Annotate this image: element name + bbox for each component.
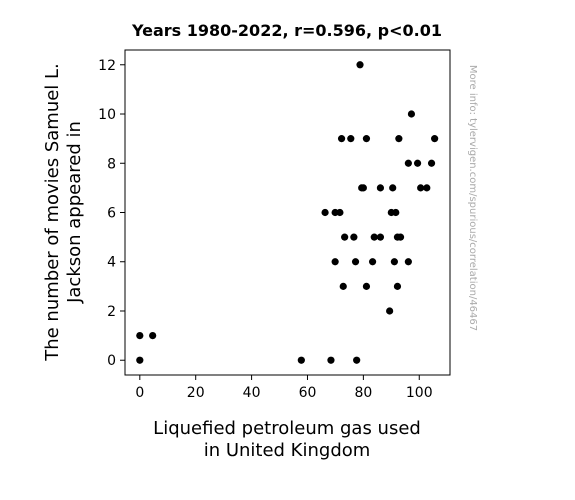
data-point (404, 258, 412, 266)
data-point (327, 356, 335, 364)
data-point (423, 184, 431, 192)
y-axis-ticks: 0 2 4 6 8 10 12 (98, 58, 125, 369)
watermark-text: More info: tylervigen.com/spurious/corre… (467, 65, 478, 331)
x-axis-label-line1: Liquefied petroleum gas used (153, 418, 421, 439)
data-point (417, 184, 425, 192)
x-tick-label: 20 (187, 385, 205, 401)
y-tick-label: 0 (107, 353, 116, 369)
data-point (390, 258, 398, 266)
data-point (370, 233, 378, 241)
data-point (413, 159, 422, 167)
data-point (136, 356, 144, 364)
data-point (395, 135, 403, 143)
data-point (337, 135, 346, 143)
data-point (347, 135, 355, 143)
y-tick-label: 12 (98, 58, 116, 74)
x-axis-label-line2: in United Kingdom (204, 440, 371, 461)
y-tick-label: 8 (107, 156, 116, 172)
data-point (362, 282, 371, 290)
y-axis-label-line1: The number of movies Samuel L. (42, 63, 63, 362)
data-point (321, 208, 329, 217)
y-tick-label: 10 (98, 107, 116, 123)
data-point (431, 135, 439, 143)
y-axis-label-line2: Jackson appeared in (64, 121, 85, 304)
y-tick-label: 4 (107, 255, 116, 271)
y-tick-label: 2 (107, 304, 116, 320)
data-point (331, 258, 339, 266)
data-point (404, 159, 412, 167)
data-point (376, 233, 385, 241)
data-point (407, 110, 416, 118)
data-point (376, 184, 385, 192)
data-point (353, 356, 361, 364)
x-tick-label: 40 (243, 385, 261, 401)
x-tick-label: 60 (299, 385, 317, 401)
chart-title: Years 1980-2022, r=0.596, p<0.01 (131, 21, 442, 40)
data-point (392, 208, 400, 217)
data-point (396, 233, 405, 241)
x-tick-label: 80 (354, 385, 372, 401)
data-point (393, 282, 402, 290)
data-point (149, 332, 157, 340)
x-tick-label: 100 (406, 385, 433, 401)
data-point (336, 208, 344, 217)
data-point (356, 61, 364, 69)
x-axis-ticks: 0 20 40 60 80 100 (135, 375, 433, 401)
data-point (386, 307, 394, 315)
y-tick-label: 6 (107, 206, 116, 222)
plot-area (124, 49, 451, 376)
data-point (351, 258, 360, 266)
data-point (339, 282, 347, 290)
data-point (297, 356, 305, 364)
data-point (368, 258, 377, 266)
data-point (359, 184, 367, 192)
data-point (362, 135, 371, 143)
data-point (427, 159, 436, 167)
data-point (350, 233, 358, 241)
data-point (136, 332, 144, 340)
data-point (341, 233, 349, 241)
data-points (136, 61, 439, 364)
data-point (389, 184, 397, 192)
x-tick-label: 0 (135, 385, 144, 401)
